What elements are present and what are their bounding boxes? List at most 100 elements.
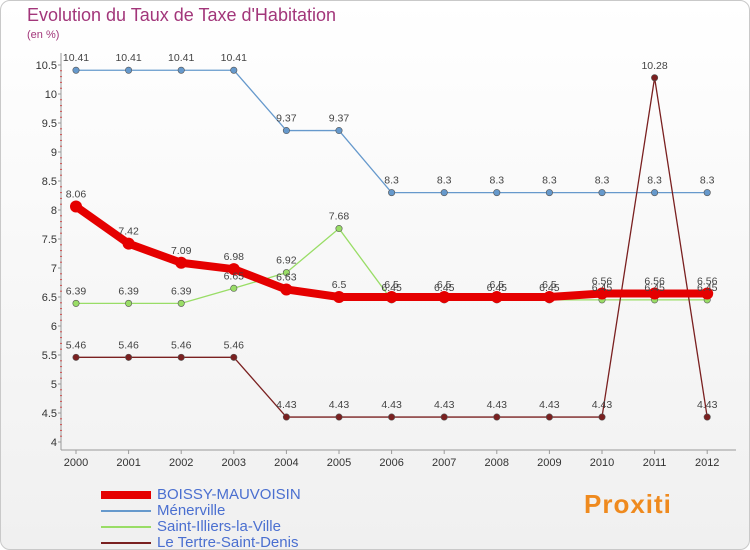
data-label: 6.45 bbox=[697, 282, 718, 294]
data-label: 6.92 bbox=[276, 255, 297, 267]
y-tick-label: 7.5 bbox=[42, 234, 57, 246]
y-tick-label: 4.5 bbox=[42, 408, 57, 420]
data-label: 6.45 bbox=[592, 282, 613, 294]
series-point-3 bbox=[388, 413, 396, 421]
data-label: 6.45 bbox=[644, 282, 665, 294]
chart-title: Evolution du Taux de Taxe d'Habitation bbox=[27, 5, 336, 25]
data-label: 6.45 bbox=[487, 282, 508, 294]
data-label: 4.43 bbox=[434, 399, 455, 411]
data-label: 9.37 bbox=[329, 113, 350, 125]
data-label: 6.39 bbox=[171, 285, 192, 297]
series-point-1 bbox=[177, 66, 185, 74]
data-label: 4.43 bbox=[539, 399, 560, 411]
y-tick-label: 10.5 bbox=[36, 60, 57, 72]
series-point-0 bbox=[70, 200, 82, 213]
series-point-1 bbox=[545, 189, 553, 197]
series-point-3 bbox=[177, 353, 185, 361]
series-point-1 bbox=[651, 189, 659, 197]
data-label: 8.3 bbox=[542, 175, 557, 187]
series-point-3 bbox=[651, 74, 659, 82]
series-point-1 bbox=[72, 66, 80, 74]
data-label: 8.3 bbox=[437, 175, 452, 187]
y-tick-label: 8 bbox=[51, 205, 57, 217]
y-tick-label: 6.5 bbox=[42, 292, 57, 304]
data-label: 8.3 bbox=[595, 175, 610, 187]
x-tick-label: 2011 bbox=[643, 457, 667, 469]
series-point-0 bbox=[648, 287, 661, 300]
data-label: 6.98 bbox=[224, 251, 245, 263]
y-tick-label: 10 bbox=[45, 89, 57, 101]
y-tick-label: 9 bbox=[51, 147, 57, 159]
legend-swatch bbox=[101, 526, 151, 528]
y-tick-label: 9.5 bbox=[42, 118, 57, 130]
series-point-3 bbox=[125, 353, 133, 361]
legend-swatch bbox=[101, 491, 151, 499]
data-label: 6.5 bbox=[489, 279, 504, 291]
data-labels: 8.067.427.096.986.636.5 6.5 6.5 6.5 6.5 6.56 6… bbox=[63, 52, 718, 411]
data-label: 6.5 bbox=[384, 279, 399, 291]
x-tick-label: 2010 bbox=[590, 457, 614, 469]
series-point-2 bbox=[72, 299, 80, 307]
series-point-1 bbox=[493, 189, 501, 197]
series-point-0 bbox=[333, 291, 345, 303]
data-label: 5.46 bbox=[224, 339, 245, 351]
x-tick-label: 2000 bbox=[64, 457, 88, 469]
legend-swatch bbox=[101, 542, 151, 544]
series-point-0 bbox=[227, 263, 240, 276]
series-point-2 bbox=[282, 269, 290, 277]
data-label: 8.3 bbox=[384, 175, 399, 187]
series-point-0 bbox=[490, 291, 503, 303]
data-label: 6.5 bbox=[332, 279, 347, 291]
data-label: 10.28 bbox=[641, 60, 667, 72]
series-point-1 bbox=[388, 189, 396, 197]
series-point-1 bbox=[282, 127, 290, 135]
data-label: 6.45 bbox=[539, 282, 560, 294]
data-label: 8.06 bbox=[66, 189, 87, 201]
series-point-1 bbox=[335, 127, 343, 135]
axes: 4 4.5 5 5.5 6 6.5 7 7.5 8 8.5 9 9.5 10 10.5 2000 2001 20… bbox=[36, 53, 736, 469]
data-label: 4.43 bbox=[276, 399, 297, 411]
y-tick-label: 5 bbox=[51, 379, 57, 391]
legend-swatch bbox=[101, 510, 151, 512]
series-point-0 bbox=[175, 256, 188, 269]
legend-label: Ménerville bbox=[157, 502, 226, 519]
data-label: 6.56 bbox=[592, 276, 613, 288]
series-point-3 bbox=[545, 413, 553, 421]
data-label: 6.39 bbox=[66, 285, 87, 297]
series-point-0 bbox=[385, 291, 398, 303]
data-label: 4.43 bbox=[329, 399, 350, 411]
data-label: 6.5 bbox=[437, 279, 452, 291]
data-label: 10.41 bbox=[168, 52, 194, 64]
data-label: 7.09 bbox=[171, 245, 192, 257]
series-point-3 bbox=[335, 413, 343, 421]
data-label: 7.42 bbox=[118, 226, 139, 238]
x-tick-label: 2012 bbox=[695, 457, 719, 469]
data-label: 10.41 bbox=[63, 52, 89, 64]
data-label: 5.46 bbox=[171, 339, 192, 351]
x-tick-label: 2008 bbox=[485, 457, 509, 469]
data-label: 6.45 bbox=[381, 282, 402, 294]
x-tick-label: 2004 bbox=[274, 457, 298, 469]
series-point-3 bbox=[440, 413, 448, 421]
data-label: 8.3 bbox=[647, 175, 662, 187]
series-point-0 bbox=[701, 287, 714, 300]
series-point-0 bbox=[280, 283, 293, 296]
series-point-3 bbox=[703, 413, 711, 421]
series-point-1 bbox=[703, 189, 711, 197]
x-tick-label: 2005 bbox=[327, 457, 351, 469]
series-point-0 bbox=[543, 291, 556, 303]
x-tick-label: 2007 bbox=[432, 457, 456, 469]
data-label: 8.3 bbox=[700, 175, 715, 187]
y-tick-label: 6 bbox=[51, 321, 57, 333]
y-tick-label: 8.5 bbox=[42, 176, 57, 188]
proxiti-logo: Proxiti bbox=[584, 489, 672, 519]
data-label: 6.39 bbox=[118, 285, 139, 297]
data-label: 8.3 bbox=[489, 175, 504, 187]
series-point-2 bbox=[230, 284, 238, 292]
series-point-3 bbox=[230, 353, 238, 361]
y-tick-label: 4 bbox=[51, 437, 57, 449]
series-point-0 bbox=[596, 287, 608, 300]
legend-label: Le Tertre-Saint-Denis bbox=[157, 534, 299, 550]
